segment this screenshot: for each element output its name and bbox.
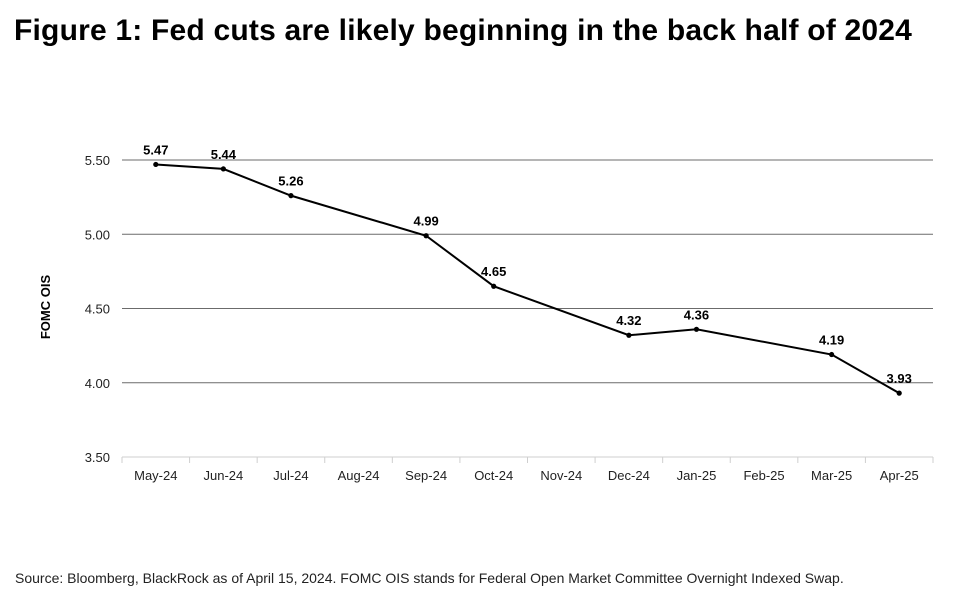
data-point (693, 326, 700, 332)
series-fomc-ois (153, 161, 902, 396)
data-point (153, 161, 159, 168)
x-tick-label: Oct-24 (474, 468, 513, 483)
x-tick-label: Aug-24 (338, 468, 380, 483)
y-axis-label: FOMC OIS (38, 275, 53, 340)
y-tick-label: 5.00 (85, 227, 110, 242)
line-chart: 3.50 4.00 4.50 5.00 5.50 May-24 Jun-24 Jul-24 A… (38, 142, 934, 483)
data-label: 4.19 (819, 333, 844, 348)
x-tick-label: Dec-24 (608, 468, 650, 483)
data-label: 4.99 (413, 214, 438, 229)
y-tick-label: 4.50 (85, 302, 110, 317)
x-tick-label: Jul-24 (273, 468, 308, 483)
data-label: 4.36 (684, 307, 709, 322)
x-tick-label: Feb-25 (743, 468, 784, 483)
x-axis: May-24 Jun-24 Jul-24 Aug-24 Sep-24 Oct-24 Nov-… (121, 456, 934, 483)
x-tick-label: Jan-25 (677, 468, 717, 483)
x-tick-label: Sep-24 (405, 468, 447, 483)
data-label: 4.32 (616, 313, 641, 328)
data-point (829, 351, 835, 358)
data-label: 5.47 (143, 142, 168, 157)
data-label: 5.26 (278, 174, 303, 189)
data-point (220, 166, 226, 172)
data-label: 5.44 (211, 147, 237, 162)
y-tick-label: 4.00 (85, 376, 110, 391)
chart-title: Figure 1: Fed cuts are likely beginning … (14, 14, 913, 47)
data-point (896, 390, 902, 396)
y-tick-label: 3.50 (85, 450, 110, 465)
data-point (491, 283, 497, 289)
data-labels: 5.47 5.44 5.26 4.99 4.65 4.32 4.36 4.19 3.93 (143, 142, 912, 386)
data-label: 3.93 (887, 371, 912, 386)
data-point (626, 332, 632, 338)
source-note: Source: Bloomberg, BlackRock as of April… (15, 570, 844, 586)
y-tick-label: 5.50 (85, 153, 110, 168)
y-axis-ticks: 3.50 4.00 4.50 5.00 5.50 (85, 153, 110, 465)
data-point (423, 233, 429, 239)
data-point (288, 193, 294, 199)
x-tick-label: Apr-25 (880, 468, 919, 483)
x-tick-label: Mar-25 (811, 468, 852, 483)
data-label: 4.65 (481, 264, 506, 279)
x-tick-label: May-24 (134, 468, 177, 483)
gridlines (122, 159, 933, 384)
series-line (155, 163, 900, 395)
x-tick-label: Jun-24 (204, 468, 244, 483)
x-tick-label: Nov-24 (540, 468, 582, 483)
